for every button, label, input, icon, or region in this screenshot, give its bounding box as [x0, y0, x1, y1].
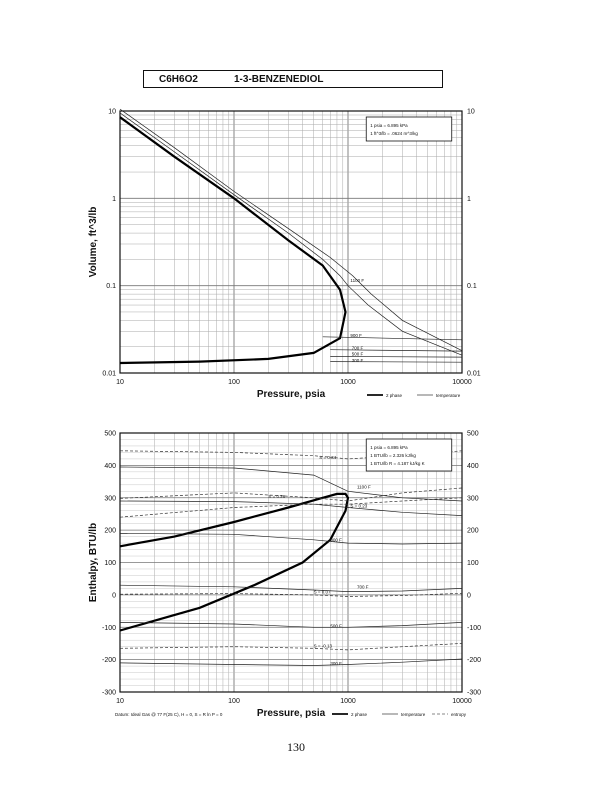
x-tick-label: 1000 — [340, 698, 356, 705]
y-tick-label-right: -200 — [467, 657, 481, 664]
page-number: 130 — [287, 740, 305, 754]
temperature-label: 700 F — [352, 346, 364, 351]
temperature-line — [322, 336, 463, 341]
y-tick-label-right: 100 — [467, 560, 479, 567]
temperature-label: 300 F — [330, 661, 342, 666]
two-phase-curve — [119, 492, 350, 632]
plot-frame — [119, 110, 463, 374]
y-tick-label-left: -200 — [102, 657, 116, 664]
x-tick-label: 100 — [228, 379, 240, 386]
entropy-line — [119, 487, 463, 502]
x-tick-label: 10 — [116, 698, 124, 705]
x-tick-label: 10 — [116, 379, 124, 386]
y-tick-label-right: 1 — [467, 196, 471, 203]
unit-note-line: 1 psia = 6.895 kPa — [370, 123, 408, 128]
y-tick-label-right: -100 — [467, 625, 481, 632]
legend-label: entropy — [451, 712, 467, 717]
unit-note-line: 1 BTU/lb R = 4.187 kJ/kg K — [370, 461, 424, 466]
x-axis-label: Pressure, psia — [257, 708, 326, 719]
y-tick-label-left: 0.01 — [102, 371, 116, 378]
y-tick-label-right: 0 — [467, 592, 471, 599]
y-tick-label-left: 1 — [112, 196, 116, 203]
chemical-formula: C6H6O2 — [159, 74, 198, 85]
y-tick-label-left: 400 — [104, 463, 116, 470]
x-tick-label: 10000 — [452, 698, 472, 705]
plot-frame — [119, 432, 463, 693]
x-tick-label: 1000 — [340, 379, 356, 386]
temperature-line — [119, 466, 463, 502]
two-phase-curve — [119, 116, 347, 365]
temperature-label: 500 F — [330, 623, 342, 628]
temperature-line — [119, 584, 463, 592]
y-tick-label-left: 0.1 — [106, 283, 116, 290]
entropy-line — [119, 497, 463, 518]
temperature-line — [119, 658, 463, 666]
datum-note: Datum: Ideal Gas @ 77 F(25 C), H = 0, S … — [115, 712, 223, 717]
temperature-line — [330, 356, 463, 358]
entropy-label: S = -0.13 — [314, 644, 333, 649]
y-axis-label: Volume, ft^3/lb — [88, 207, 99, 278]
x-axis-label: Pressure, psia — [257, 389, 326, 400]
temperature-label: 700 F — [357, 584, 369, 589]
unit-note-box — [365, 438, 453, 472]
temperature-line — [119, 622, 463, 628]
y-tick-label-left: -300 — [102, 690, 116, 697]
chart-title-box: C6H6O2 1-3-BENZENEDIOL — [143, 70, 443, 88]
entropy-label: S = 0.07 — [314, 589, 331, 594]
y-tick-label-left: 100 — [104, 560, 116, 567]
temperature-label: 1100 F — [350, 278, 364, 283]
y-tick-label-right: 200 — [467, 528, 479, 535]
temperature-line — [330, 349, 463, 352]
y-tick-label-right: 400 — [467, 463, 479, 470]
y-tick-label-right: 500 — [467, 431, 479, 438]
chemical-name: 1-3-BENZENEDIOL — [234, 74, 324, 85]
temperature-line — [119, 500, 463, 516]
legend-label: temperature — [436, 393, 461, 398]
temperature-line — [330, 361, 463, 363]
legend-label: temperature — [401, 712, 426, 717]
temperature-label: 900 F — [350, 333, 362, 338]
temperature-line — [119, 533, 463, 545]
y-tick-label-left: 200 — [104, 528, 116, 535]
unit-note-box — [365, 116, 453, 142]
legend-label: 2 phase — [351, 712, 368, 717]
temperature-line — [119, 108, 463, 352]
entropy-label: S = 0.26 — [268, 494, 285, 499]
y-tick-label-right: 0.01 — [467, 371, 481, 378]
y-tick-label-right: 300 — [467, 495, 479, 502]
y-axis-label: Enthalpy, BTU/lb — [88, 523, 99, 602]
x-tick-label: 10000 — [452, 379, 472, 386]
temperature-label: 900 F — [330, 537, 342, 542]
temperature-label: 500 F — [352, 352, 364, 357]
y-tick-label-right: -300 — [467, 690, 481, 697]
x-tick-label: 100 — [228, 698, 240, 705]
entropy-label: S = 0.34 — [319, 455, 336, 460]
legend-label: 2 phase — [386, 393, 403, 398]
temperature-label: 1100 F — [357, 485, 371, 490]
unit-note-line: 1 BTU/lb = 2.326 kJ/kg — [370, 453, 416, 458]
y-tick-label-left: -100 — [102, 625, 116, 632]
y-tick-label-left: 300 — [104, 495, 116, 502]
unit-note-line: 1 psia = 6.895 kPa — [370, 445, 408, 450]
y-tick-label-left: 500 — [104, 431, 116, 438]
y-tick-label-right: 0.1 — [467, 283, 477, 290]
unit-note-line: 1 ft^3/lb = .0624 m^3/kg — [370, 131, 418, 136]
temperature-label: 300 F — [352, 358, 364, 363]
temperature-line — [119, 112, 463, 356]
entropy-label: S = 0.23 — [350, 503, 367, 508]
entropy-line — [119, 643, 463, 651]
entropy-line — [119, 592, 463, 597]
y-tick-label-right: 10 — [467, 109, 475, 116]
y-tick-label-left: 0 — [112, 592, 116, 599]
y-tick-label-left: 10 — [108, 109, 116, 116]
